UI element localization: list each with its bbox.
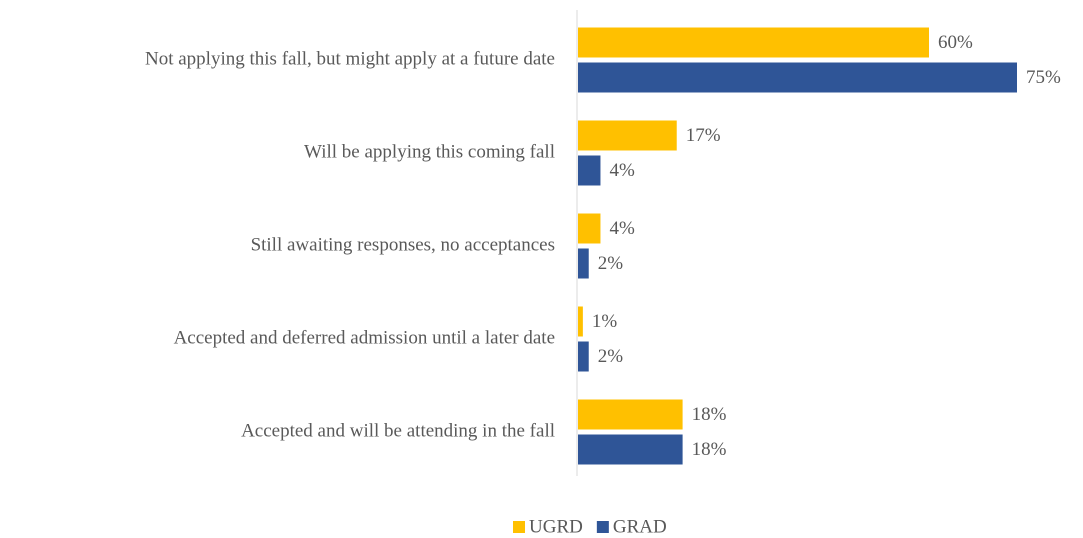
- bar: [578, 120, 677, 151]
- bar: [578, 213, 601, 244]
- bar: [578, 341, 589, 372]
- bar: [578, 62, 1017, 93]
- data-label: 4%: [609, 218, 635, 239]
- legend-label: GRAD: [613, 516, 667, 537]
- data-label: 2%: [598, 253, 624, 274]
- category-label: Will be applying this coming fall: [304, 141, 555, 162]
- legend-swatch: [596, 521, 609, 533]
- data-label: 75%: [1026, 67, 1061, 88]
- data-label: 1%: [592, 311, 618, 332]
- data-label: 2%: [598, 346, 624, 367]
- category-label: Not applying this fall, but might apply …: [145, 48, 555, 69]
- legend-swatch: [513, 521, 525, 533]
- bar: [578, 27, 929, 58]
- category-label: Accepted and deferred admission until a …: [174, 327, 555, 348]
- data-label: 60%: [938, 32, 973, 53]
- data-label: 4%: [609, 160, 635, 181]
- data-label: 18%: [692, 404, 727, 425]
- data-label: 17%: [686, 125, 721, 146]
- legend-label: UGRD: [529, 516, 583, 537]
- bar: [578, 306, 583, 337]
- category-label: Still awaiting responses, no acceptances: [251, 234, 555, 255]
- bar: [578, 434, 683, 465]
- bar: [578, 155, 601, 186]
- data-label: 18%: [692, 439, 727, 460]
- category-label: Accepted and will be attending in the fa…: [241, 420, 555, 441]
- bar: [578, 399, 683, 430]
- bar: [578, 248, 589, 279]
